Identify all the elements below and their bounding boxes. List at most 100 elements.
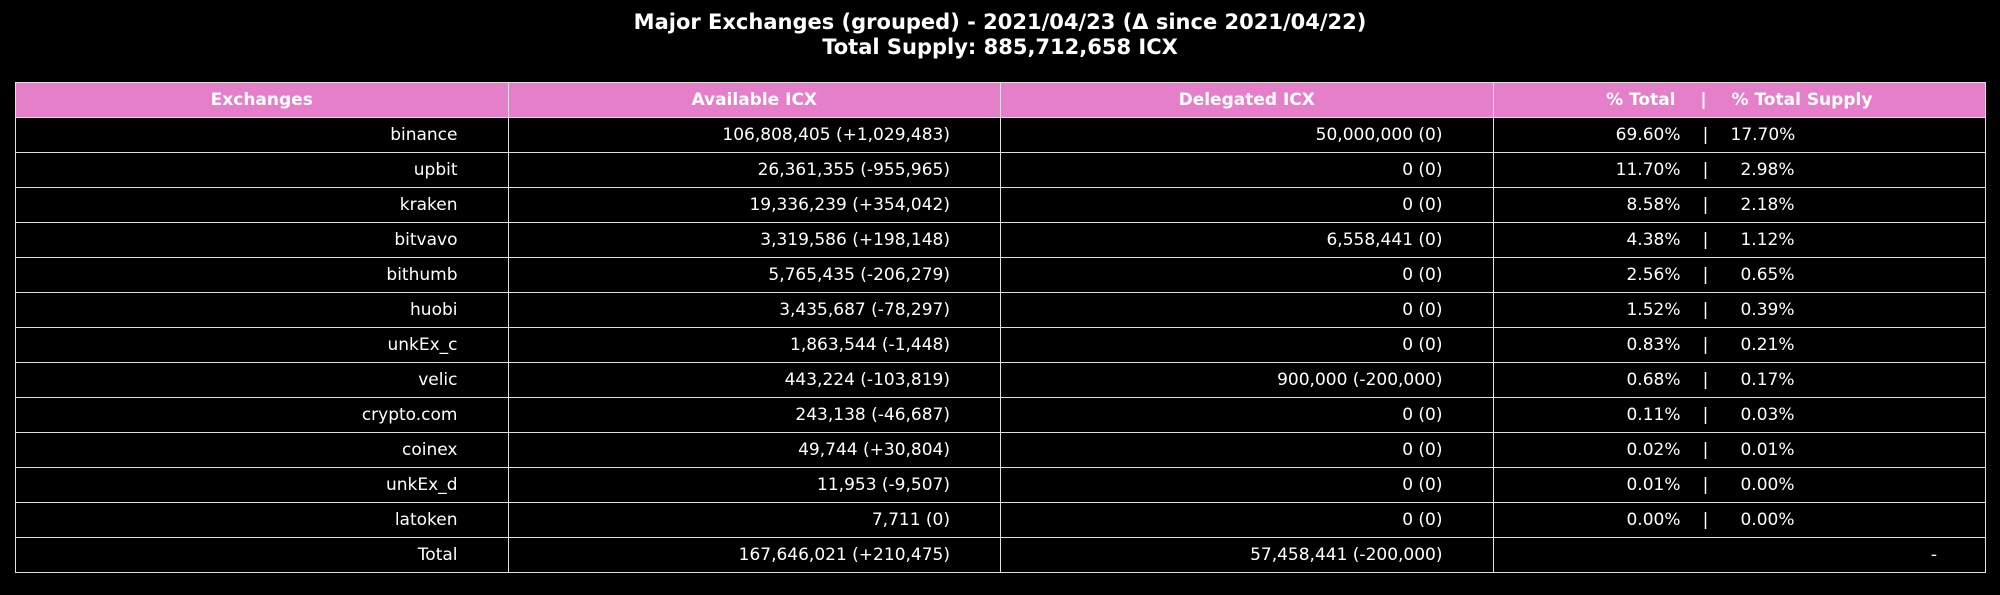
- cell-pct-total-supply: 0.00%: [1740, 475, 1795, 495]
- cell-percentages: 11.70% | 2.98%: [1492, 152, 1986, 188]
- table-row: upbit 26,361,355 (-955,965) 0 (0) 11.70% | 2.…: [15, 152, 1986, 188]
- table-row: unkEx_c 1,863,544 (-1,448) 0 (0) 0.83% | 0.21…: [15, 327, 1986, 363]
- cell-percentages: 0.68% | 0.17%: [1492, 362, 1986, 398]
- cell-pct-total: 2.56%: [1626, 265, 1681, 285]
- cell-available-icx: 11,953 (-9,507): [507, 467, 1001, 503]
- table-row: velic 443,224 (-103,819) 900,000 (-200,000…: [15, 362, 1986, 398]
- cell-pct-total-supply: 2.98%: [1740, 160, 1795, 180]
- cell-delegated-icx: 0 (0): [1000, 502, 1494, 538]
- cell-pct-total-supply: 0.00%: [1740, 510, 1795, 530]
- cell-pct-total-supply: 0.21%: [1740, 335, 1795, 355]
- table-row: latoken 7,711 (0) 0 (0) 0.00% | 0.00%: [15, 502, 1986, 538]
- cell-available-icx: 5,765,435 (-206,279): [507, 257, 1001, 293]
- cell-pct-total: 0.02%: [1626, 440, 1681, 460]
- cell-available-icx: 26,361,355 (-955,965): [507, 152, 1001, 188]
- cell-available-icx: 443,224 (-103,819): [507, 362, 1001, 398]
- table-row: crypto.com 243,138 (-46,687) 0 (0) 0.11% | 0.…: [15, 397, 1986, 433]
- cell-exchange: unkEx_c: [15, 327, 509, 363]
- cell-exchange: binance: [15, 117, 509, 153]
- cell-pct-total: 0.83%: [1626, 335, 1681, 355]
- cell-available-icx: 3,319,586 (+198,148): [507, 222, 1001, 258]
- cell-percentages: 2.56% | 0.65%: [1492, 257, 1986, 293]
- header-pct-separator: |: [1700, 90, 1707, 110]
- cell-pct-total: 0.00%: [1626, 510, 1681, 530]
- cell-delegated-icx: 0 (0): [1000, 467, 1494, 503]
- cell-delegated-icx: 0 (0): [1000, 327, 1494, 363]
- cell-delegated-icx: 0 (0): [1000, 152, 1494, 188]
- cell-pct-total: 0.01%: [1626, 475, 1681, 495]
- cell-pct-separator: |: [1702, 265, 1709, 285]
- cell-pct-total: 4.38%: [1626, 230, 1681, 250]
- cell-percentages: 0.11% | 0.03%: [1492, 397, 1986, 433]
- cell-available-icx: 7,711 (0): [507, 502, 1001, 538]
- cell-available-icx: 106,808,405 (+1,029,483): [507, 117, 1001, 153]
- header-delegated-icx: Delegated ICX: [1000, 82, 1494, 118]
- cell-exchange: coinex: [15, 432, 509, 468]
- table-row: coinex 49,744 (+30,804) 0 (0) 0.02% | 0.01%: [15, 432, 1986, 468]
- cell-exchange: velic: [15, 362, 509, 398]
- cell-delegated-icx: 0 (0): [1000, 397, 1494, 433]
- cell-exchange: bithumb: [15, 257, 509, 293]
- cell-pct-separator: |: [1702, 405, 1709, 425]
- cell-exchange: crypto.com: [15, 397, 509, 433]
- table-header-row: Exchanges Available ICX Delegated ICX % …: [15, 82, 1986, 118]
- cell-delegated-icx: 0 (0): [1000, 292, 1494, 328]
- cell-pct-total-supply: 2.18%: [1740, 195, 1795, 215]
- cell-pct-separator: |: [1702, 440, 1709, 460]
- cell-pct-separator: |: [1702, 510, 1709, 530]
- cell-exchange: unkEx_d: [15, 467, 509, 503]
- table-row: binance 106,808,405 (+1,029,483) 50,000,00…: [15, 117, 1986, 153]
- cell-pct-total-supply: 0.03%: [1740, 405, 1795, 425]
- cell-delegated-icx: 0 (0): [1000, 187, 1494, 223]
- total-available-icx: 167,646,021 (+210,475): [507, 537, 1001, 573]
- cell-exchange: latoken: [15, 502, 509, 538]
- table-row: unkEx_d 11,953 (-9,507) 0 (0) 0.01% | 0.00%: [15, 467, 1986, 503]
- cell-exchange: upbit: [15, 152, 509, 188]
- cell-percentages: 4.38% | 1.12%: [1492, 222, 1986, 258]
- total-delegated-icx: 57,458,441 (-200,000): [1000, 537, 1494, 573]
- cell-pct-separator: |: [1702, 370, 1709, 390]
- cell-available-icx: 243,138 (-46,687): [507, 397, 1001, 433]
- cell-pct-total-supply: 0.39%: [1740, 300, 1795, 320]
- table-row: bitvavo 3,319,586 (+198,148) 6,558,441 (0)…: [15, 222, 1986, 258]
- cell-percentages: 0.00% | 0.00%: [1492, 502, 1986, 538]
- table-row: bithumb 5,765,435 (-206,279) 0 (0) 2.56% | 0.…: [15, 257, 1986, 293]
- cell-pct-total: 69.60%: [1615, 125, 1681, 145]
- cell-percentages: 0.02% | 0.01%: [1492, 432, 1986, 468]
- cell-pct-separator: |: [1702, 160, 1709, 180]
- cell-exchange: huobi: [15, 292, 509, 328]
- cell-pct-total: 8.58%: [1626, 195, 1681, 215]
- cell-pct-total: 0.11%: [1626, 405, 1681, 425]
- total-percentages: -: [1492, 537, 1986, 573]
- table-body: binance 106,808,405 (+1,029,483) 50,000,00…: [15, 117, 1986, 573]
- cell-pct-total: 0.68%: [1626, 370, 1681, 390]
- cell-percentages: 8.58% | 2.18%: [1492, 187, 1986, 223]
- cell-available-icx: 19,336,239 (+354,042): [507, 187, 1001, 223]
- table-total-row: Total 167,646,021 (+210,475) 57,458,441 (-…: [15, 537, 1986, 573]
- cell-pct-total-supply: 1.12%: [1740, 230, 1795, 250]
- total-label: Total: [15, 537, 509, 573]
- cell-pct-separator: |: [1702, 475, 1709, 495]
- header-pct-total: % Total: [1606, 90, 1676, 110]
- chart-title: Major Exchanges (grouped) - 2021/04/23 (…: [0, 10, 2000, 60]
- cell-delegated-icx: 50,000,000 (0): [1000, 117, 1494, 153]
- cell-delegated-icx: 0 (0): [1000, 257, 1494, 293]
- cell-pct-separator: |: [1702, 125, 1709, 145]
- cell-exchange: kraken: [15, 187, 509, 223]
- cell-delegated-icx: 0 (0): [1000, 432, 1494, 468]
- cell-percentages: 1.52% | 0.39%: [1492, 292, 1986, 328]
- cell-available-icx: 3,435,687 (-78,297): [507, 292, 1001, 328]
- cell-pct-separator: |: [1702, 195, 1709, 215]
- cell-delegated-icx: 6,558,441 (0): [1000, 222, 1494, 258]
- cell-exchange: bitvavo: [15, 222, 509, 258]
- cell-percentages: 0.83% | 0.21%: [1492, 327, 1986, 363]
- cell-pct-separator: |: [1702, 230, 1709, 250]
- cell-pct-total: 11.70%: [1615, 160, 1681, 180]
- cell-delegated-icx: 900,000 (-200,000): [1000, 362, 1494, 398]
- cell-pct-total-supply: 0.65%: [1740, 265, 1795, 285]
- header-pct-total-supply: % Total Supply: [1731, 90, 1873, 110]
- header-exchanges: Exchanges: [15, 82, 509, 118]
- title-line-1: Major Exchanges (grouped) - 2021/04/23 (…: [633, 10, 1367, 34]
- exchanges-table-container: Exchanges Available ICX Delegated ICX % …: [15, 82, 1986, 573]
- cell-pct-total: 1.52%: [1626, 300, 1681, 320]
